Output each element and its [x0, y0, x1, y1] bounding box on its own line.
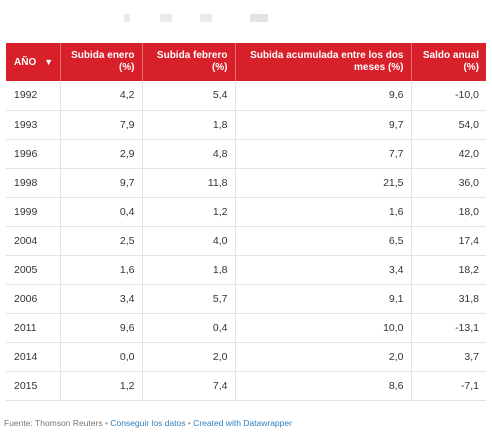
cell-annual-balance: 31,8 — [458, 292, 479, 305]
cell-year: 1999 — [6, 197, 61, 226]
cropped-title-area — [0, 0, 492, 40]
cell-year: 2015 — [6, 371, 61, 400]
cell-accumulated: 9,7 — [235, 110, 412, 139]
source-note: Fuente: Thomson Reuters — [4, 418, 103, 428]
cell-february: 4,8 — [142, 139, 236, 168]
cell-accumulated: 9,1 — [235, 284, 412, 313]
cell-annual-balance: 3,7 — [464, 350, 479, 363]
cell-february: 0,4 — [142, 313, 236, 342]
cell-year: 1993 — [6, 110, 61, 139]
cell-year: 1992 — [6, 81, 61, 110]
cell-january: 4,2 — [60, 81, 143, 110]
table-row: 2015 1,2 7,4 8,6 -7,1 — [6, 371, 486, 400]
cell-january: 1,6 — [60, 255, 143, 284]
table-row: 1998 9,7 11,8 21,5 36,0 — [6, 168, 486, 197]
cell-annual-balance: 17,4 — [458, 234, 479, 247]
cell-year: 2004 — [6, 226, 61, 255]
cell-february: 1,8 — [142, 255, 236, 284]
cell-february: 7,4 — [142, 371, 236, 400]
cell-year: 2006 — [6, 284, 61, 313]
cell-january: 7,9 — [60, 110, 143, 139]
get-data-link[interactable]: Conseguir los datos — [110, 418, 186, 428]
cell-year: 1998 — [6, 168, 61, 197]
sort-descending-icon[interactable]: ▼ — [44, 56, 54, 67]
footer-separator: • — [187, 418, 191, 428]
table-row: 2014 0,0 2,0 2,0 3,7 — [6, 342, 486, 371]
data-table-container: AÑO ▼ Subida enero (%) Subida febrero (%)… — [6, 43, 486, 401]
cell-annual-balance: -7,1 — [460, 379, 479, 392]
table-row: 1992 4,2 5,4 9,6 -10,0 — [6, 81, 486, 110]
cell-accumulated: 7,7 — [235, 139, 412, 168]
table-row: 2011 9,6 0,4 10,0 -13,1 — [6, 313, 486, 342]
table-row: 1999 0,4 1,2 1,6 18,0 — [6, 197, 486, 226]
column-header-february[interactable]: Subida febrero (%) — [142, 43, 236, 81]
cell-annual-balance: -13,1 — [455, 321, 479, 334]
column-header-year[interactable]: AÑO ▼ — [6, 43, 61, 81]
table-row: 1993 7,9 1,8 9,7 54,0 — [6, 110, 486, 139]
table-row: 1996 2,9 4,8 7,7 42,0 — [6, 139, 486, 168]
cell-annual-balance: 18,2 — [458, 263, 479, 276]
cropped-title-fragment — [120, 14, 280, 22]
cell-february: 2,0 — [142, 342, 236, 371]
cell-accumulated: 1,6 — [235, 197, 412, 226]
cell-february: 4,0 — [142, 226, 236, 255]
cell-january: 3,4 — [60, 284, 143, 313]
table-header-row: AÑO ▼ Subida enero (%) Subida febrero (%)… — [6, 43, 486, 81]
cell-year: 2011 — [6, 313, 61, 342]
cell-january: 0,4 — [60, 197, 143, 226]
cell-january: 2,5 — [60, 226, 143, 255]
cell-accumulated: 3,4 — [235, 255, 412, 284]
cell-annual-balance: 42,0 — [458, 147, 479, 160]
cell-february: 5,4 — [142, 81, 236, 110]
chart-footer: Fuente: Thomson Reuters • Conseguir los … — [4, 418, 292, 428]
cell-annual-balance: -10,0 — [455, 89, 479, 102]
cell-annual-balance: 36,0 — [458, 176, 479, 189]
cell-february: 1,8 — [142, 110, 236, 139]
cell-accumulated: 8,6 — [235, 371, 412, 400]
data-table: AÑO ▼ Subida enero (%) Subida febrero (%)… — [6, 43, 486, 401]
cell-february: 11,8 — [142, 168, 236, 197]
table-row: 2006 3,4 5,7 9,1 31,8 — [6, 284, 486, 313]
cell-accumulated: 6,5 — [235, 226, 412, 255]
column-header-january[interactable]: Subida enero (%) — [60, 43, 143, 81]
column-header-annual-balance[interactable]: Saldo anual (%) — [422, 50, 479, 73]
column-header-label: AÑO — [14, 56, 37, 68]
cell-january: 0,0 — [60, 342, 143, 371]
cell-accumulated: 21,5 — [235, 168, 412, 197]
cell-accumulated: 2,0 — [235, 342, 412, 371]
cell-february: 5,7 — [142, 284, 236, 313]
cell-year: 2005 — [6, 255, 61, 284]
column-header-accumulated[interactable]: Subida acumulada entre los dos meses (%) — [235, 43, 412, 81]
cell-january: 1,2 — [60, 371, 143, 400]
cell-accumulated: 10,0 — [235, 313, 412, 342]
cell-january: 9,7 — [60, 168, 143, 197]
cell-january: 9,6 — [60, 313, 143, 342]
cell-january: 2,9 — [60, 139, 143, 168]
footer-separator: • — [104, 418, 108, 428]
cell-year: 1996 — [6, 139, 61, 168]
cell-year: 2014 — [6, 342, 61, 371]
table-body: 1992 4,2 5,4 9,6 -10,0 1993 7,9 1,8 9,7 … — [6, 81, 486, 400]
table-row: 2005 1,6 1,8 3,4 18,2 — [6, 255, 486, 284]
datawrapper-link[interactable]: Created with Datawrapper — [193, 418, 292, 428]
cell-annual-balance: 18,0 — [458, 205, 479, 218]
cell-annual-balance: 54,0 — [458, 118, 479, 131]
cell-accumulated: 9,6 — [235, 81, 412, 110]
table-row: 2004 2,5 4,0 6,5 17,4 — [6, 226, 486, 255]
cell-february: 1,2 — [142, 197, 236, 226]
